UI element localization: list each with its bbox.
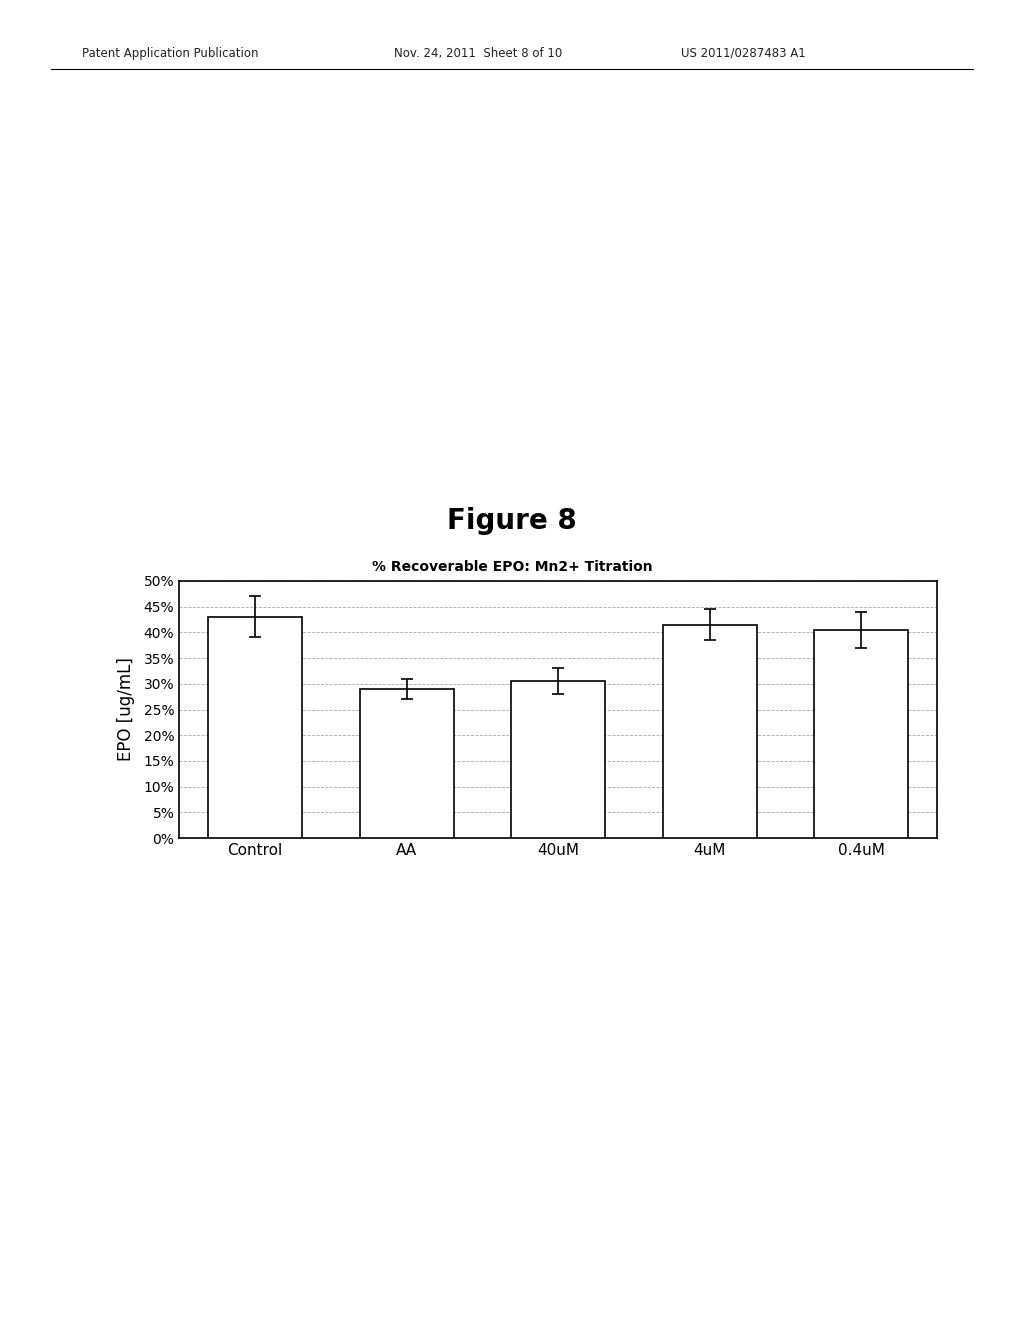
Text: US 2011/0287483 A1: US 2011/0287483 A1 (681, 46, 806, 59)
Text: Nov. 24, 2011  Sheet 8 of 10: Nov. 24, 2011 Sheet 8 of 10 (394, 46, 562, 59)
Y-axis label: EPO [ug/mL]: EPO [ug/mL] (118, 657, 135, 762)
Text: Figure 8: Figure 8 (447, 507, 577, 535)
Bar (511, 681, 605, 838)
Bar (663, 624, 757, 838)
Bar (208, 616, 302, 838)
Text: % Recoverable EPO: Mn2+ Titration: % Recoverable EPO: Mn2+ Titration (372, 560, 652, 574)
Text: Patent Application Publication: Patent Application Publication (82, 46, 258, 59)
Bar (359, 689, 454, 838)
Bar (814, 630, 908, 838)
